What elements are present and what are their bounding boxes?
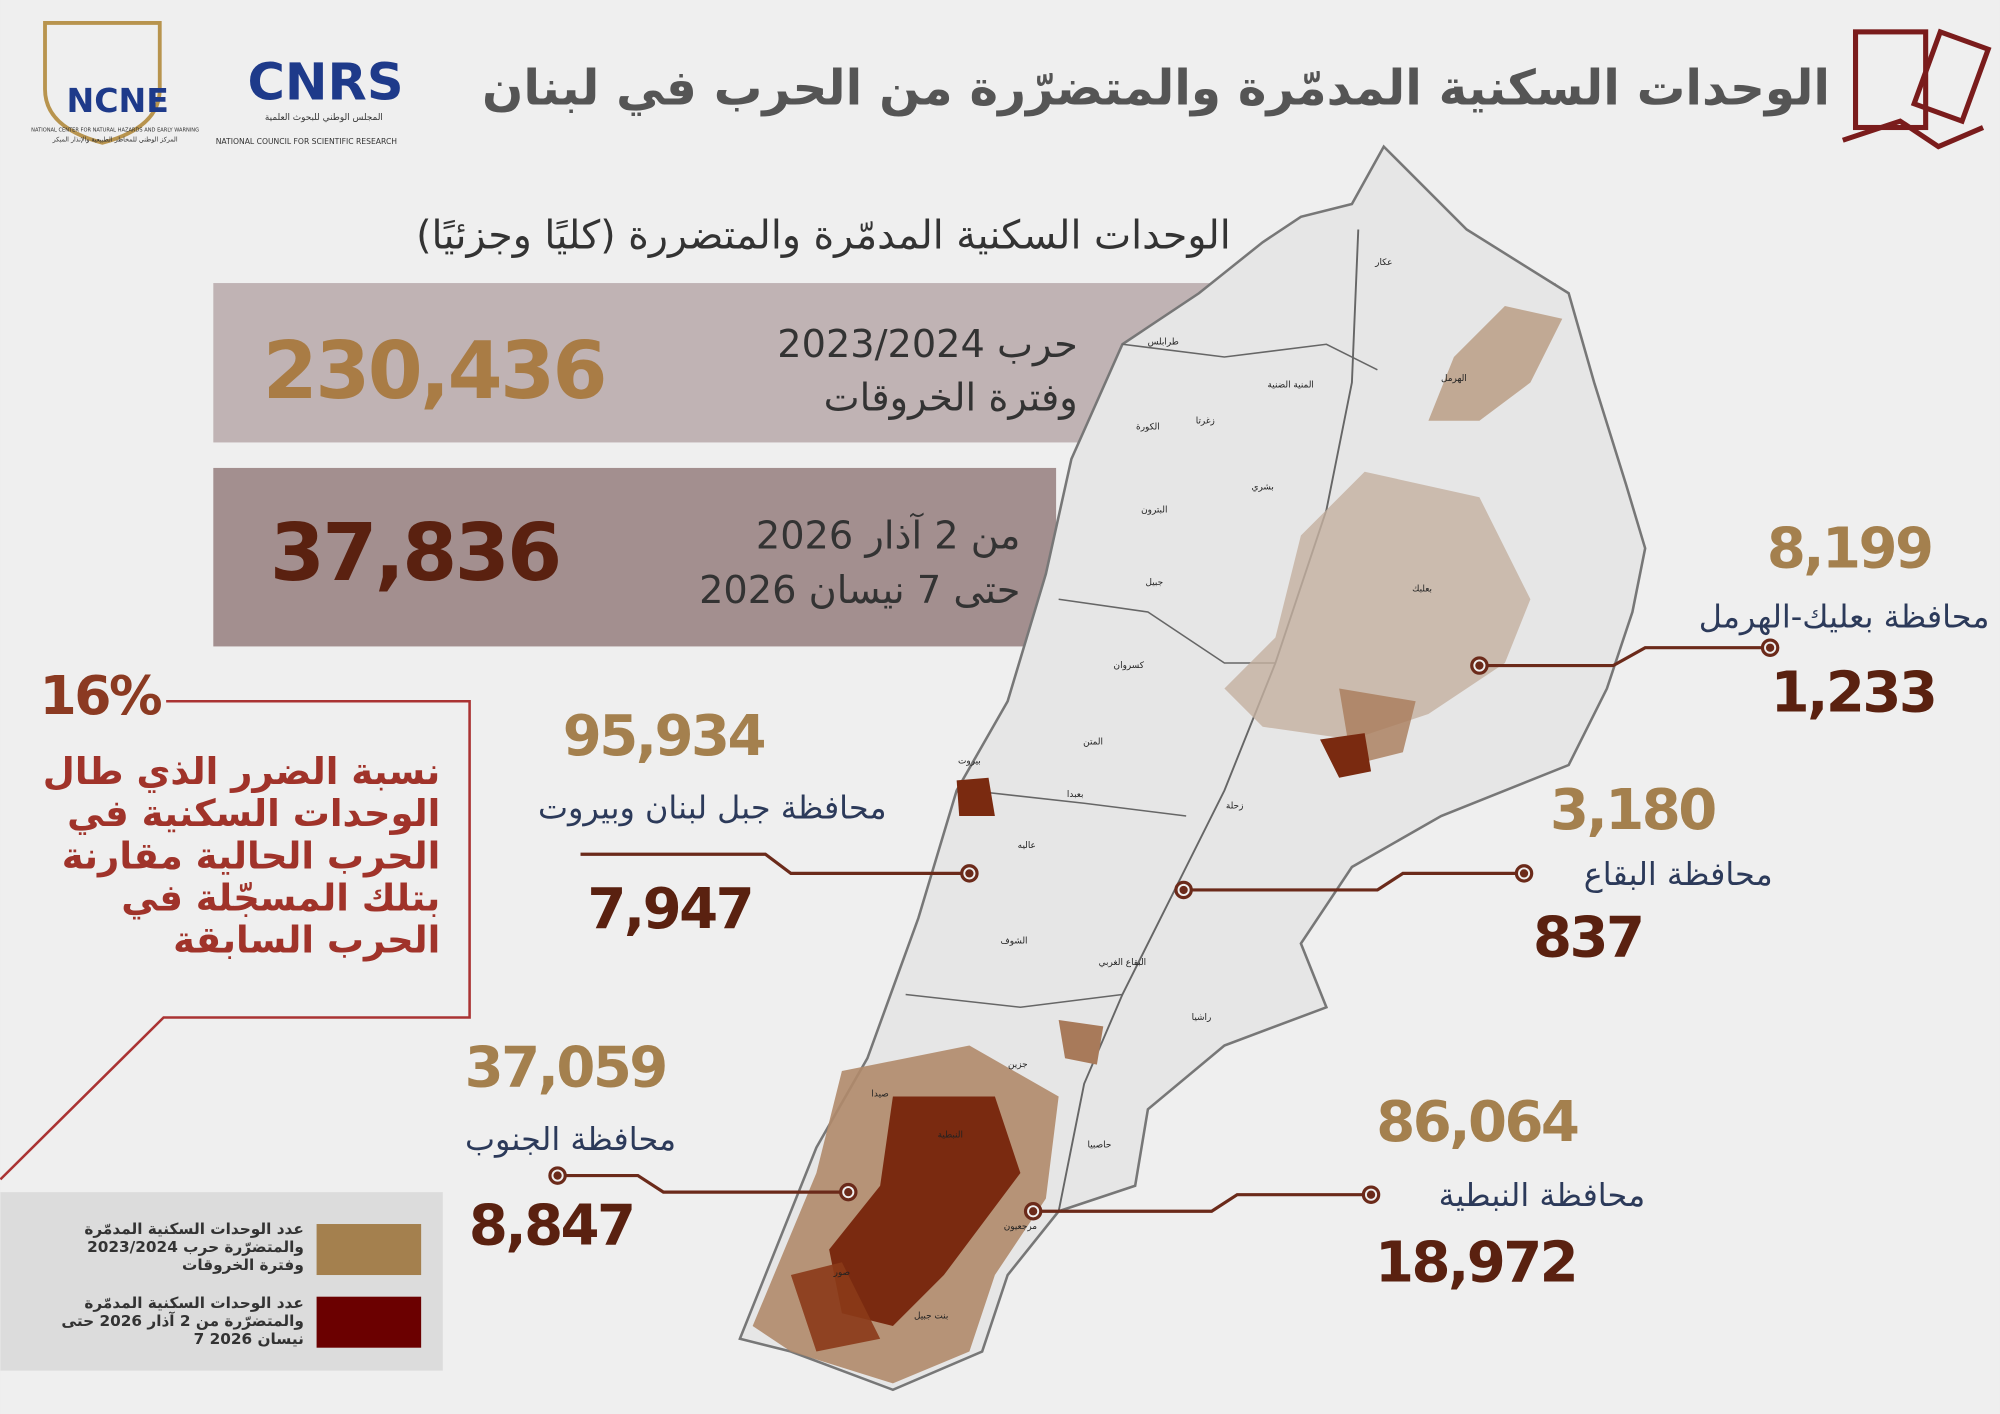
logo-text: NATIONAL CENTER FOR NATURAL HAZARDS AND …	[31, 127, 199, 133]
map-label: راشيا	[1192, 1013, 1212, 1023]
logo-text: المجلس الوطني للبحوث العلمية	[265, 113, 383, 123]
map-label: الشوف	[1001, 937, 1028, 947]
map-label: عكار	[1374, 258, 1392, 268]
marker-dot	[1029, 1207, 1038, 1216]
map-label: حاصبيا	[1088, 1141, 1112, 1151]
map-label: البقاع الغربي	[1099, 958, 1147, 968]
ratio-line: الحرب السابقة	[173, 918, 440, 961]
total-label: من 2 آذار 2026	[756, 512, 1021, 558]
marker-dot	[1179, 885, 1188, 895]
building-icon	[1841, 28, 1992, 150]
governorate-name: محافظة الجنوب	[465, 1120, 676, 1158]
marker-dot	[553, 1171, 562, 1180]
legend-swatch	[316, 1296, 422, 1348]
connectors	[0, 646, 1771, 1213]
logo-text: المركز الوطني للمخاطر الطبيعية والإنذار …	[52, 136, 178, 144]
map-label: عاليه	[1018, 841, 1036, 851]
current-value: 837	[1533, 905, 1642, 970]
map-label: طرابلس	[1148, 337, 1179, 347]
total-label: حتى 7 نيسان 2026	[699, 568, 1020, 613]
map-label: الكورة	[1136, 423, 1160, 433]
legend-line: عدد الوحدات السكنية المدمّرة	[84, 1220, 303, 1238]
map-label: النبطية	[938, 1130, 963, 1140]
governorate-name: محافظة جبل لبنان وبيروت	[538, 789, 886, 827]
legend-line: عدد الوحدات السكنية المدمّرة	[84, 1294, 303, 1312]
map-label: صيدا	[871, 1090, 888, 1100]
ratio-value: 16%	[40, 664, 161, 727]
map-label: جبيل	[1145, 578, 1163, 588]
marker-dot	[844, 1188, 853, 1197]
legend-swatch	[316, 1224, 422, 1276]
map-labels: عكار الهرمل بعلبك زحلة البقاع الغربي راشيا حاص…	[833, 258, 1467, 1321]
governorate-name: محافظة البقاع	[1584, 855, 1773, 893]
map-label: صور	[833, 1268, 850, 1278]
title: الوحدات السكنية المدمّرة والمتضرّرة من ا…	[482, 61, 1830, 117]
total-label: وفترة الخروقات	[824, 376, 1078, 421]
governorates: 8,199 محافظة بعليك-الهرمل 1,233 95,934 محافظ…	[465, 516, 1990, 1295]
ratio-line: الوحدات السكنية في	[67, 792, 440, 835]
current-value: 1,233	[1771, 660, 1936, 725]
current-value: 18,972	[1375, 1230, 1576, 1295]
map-label: بعلبك	[1412, 585, 1432, 595]
map-label: المنية الضنية	[1268, 381, 1314, 391]
governorate-name: محافظة بعليك-الهرمل	[1699, 597, 1990, 635]
previous-value: 3,180	[1550, 778, 1715, 843]
logo-text: CNRS	[247, 53, 403, 112]
marker-dot	[1519, 869, 1529, 878]
marker-dot	[1765, 643, 1775, 652]
legend-line: 7 نيسان 2026	[194, 1330, 304, 1348]
governorate-name: محافظة النبطية	[1439, 1176, 1646, 1214]
logo-text: NATIONAL COUNCIL FOR SCIENTIFIC RESEARCH	[216, 137, 397, 146]
previous-value: 8,199	[1767, 516, 1932, 581]
ratio-line: نسبة الضرر الذي طال	[43, 750, 440, 793]
marker-dot	[1366, 1190, 1376, 1199]
map-label: زغرتا	[1196, 416, 1215, 426]
map-label: جزين	[1008, 1060, 1028, 1070]
map-label: بشري	[1251, 483, 1273, 493]
total-value: 37,836	[270, 507, 560, 599]
current-value: 8,847	[469, 1193, 634, 1258]
previous-value: 86,064	[1376, 1090, 1578, 1155]
markers	[548, 638, 1780, 1221]
map	[738, 144, 1647, 1392]
previous-value: 95,934	[563, 704, 765, 769]
map-label: بنت جبيل	[914, 1311, 948, 1321]
total-label: حرب 2023/2024	[777, 322, 1078, 367]
marker-dot	[1475, 661, 1484, 670]
map-label: زحلة	[1226, 801, 1244, 811]
map-label: كسروان	[1114, 661, 1145, 671]
map-label: المتن	[1083, 738, 1103, 748]
legend-line: والمتضرّرة من 2 آذار 2026 حتى	[61, 1311, 303, 1330]
ratio-line: الحرب الحالية مقارنة	[62, 834, 441, 877]
total-value: 230,436	[263, 325, 605, 417]
ratio-line: بتلك المسجّلة في	[121, 876, 440, 919]
total-box	[213, 467, 1057, 647]
previous-value: 37,059	[465, 1035, 666, 1100]
map-label: بعبدا	[1067, 790, 1084, 800]
current-value: 7,947	[587, 877, 752, 942]
ncne-shield	[43, 21, 162, 145]
map-label: الهرمل	[1441, 374, 1467, 384]
map-label: البترون	[1141, 506, 1167, 516]
map-label: مرجعيون	[1004, 1222, 1038, 1232]
legend-line: وفترة الخروقات	[182, 1256, 304, 1274]
marker-dot	[965, 869, 974, 878]
legend-line: والمتضرّرة حرب 2023/2024	[87, 1238, 304, 1256]
logo-text: NCNE	[66, 81, 168, 120]
subtitle: الوحدات السكنية المدمّرة والمتضررة (كليً…	[416, 213, 1231, 259]
map-label: بيروت	[958, 757, 981, 767]
